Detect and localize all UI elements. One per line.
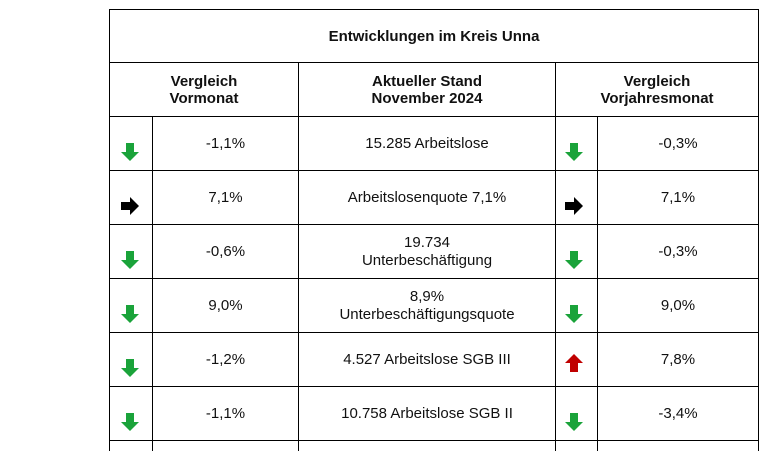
label-line: 10.758 Arbeitslose SGB II <box>341 405 513 422</box>
vormonat-value: -1,1% <box>205 405 246 422</box>
trend-down-icon <box>563 411 585 433</box>
label-line: 15.285 Arbeitslose <box>365 135 489 152</box>
header-vergleich-vorjahresmonat: Vergleich Vorjahresmonat <box>556 63 758 116</box>
trend-down-icon <box>119 141 141 163</box>
vormonat-value: 9,0% <box>208 297 243 314</box>
icon-column-divider <box>597 116 598 451</box>
current-stand-label: 8,9% Unterbeschäftigungsquote <box>299 279 555 332</box>
header-line: Vorjahresmonat <box>600 89 714 107</box>
label-line: 19.734 <box>404 234 450 251</box>
header-vergleich-vormonat: Vergleich Vormonat <box>110 63 298 116</box>
table-title: Entwicklungen im Kreis Unna <box>328 27 540 45</box>
current-stand-label: 4.527 Arbeitslose SGB III <box>299 333 555 386</box>
header-line: Vergleich <box>170 72 238 90</box>
vormonat-value: -1,2% <box>205 351 246 368</box>
trend-down-icon <box>563 141 585 163</box>
trend-up-icon <box>563 352 585 374</box>
vorjahresmonat-value: -0,3% <box>658 135 698 152</box>
trend-down-icon <box>563 303 585 325</box>
table-border-right <box>758 9 759 451</box>
row-divider <box>109 440 759 441</box>
table-border-top <box>109 9 759 10</box>
vorjahresmonat-value: 9,0% <box>660 297 696 314</box>
label-line: 4.527 Arbeitslose SGB III <box>343 351 511 368</box>
vormonat-value: -1,1% <box>205 135 246 152</box>
table-border-left <box>109 9 110 451</box>
vorjahresmonat-value: 7,1% <box>660 189 696 206</box>
current-stand-label: Arbeitslosenquote 7,1% <box>299 171 555 224</box>
vorjahresmonat-value: 7,8% <box>660 351 696 368</box>
column-divider <box>555 62 556 451</box>
vorjahresmonat-value: -3,4% <box>658 405 698 422</box>
header-line: Aktueller Stand <box>371 72 483 90</box>
label-line: Arbeitslosenquote 7,1% <box>347 189 507 206</box>
vorjahresmonat-value: -0,3% <box>658 243 698 260</box>
header-line: November 2024 <box>371 89 483 107</box>
title-divider <box>109 62 759 63</box>
icon-column-divider <box>152 116 153 451</box>
row-divider <box>109 332 759 333</box>
current-stand-label: 10.758 Arbeitslose SGB II <box>299 387 555 440</box>
row-divider <box>109 278 759 279</box>
row-divider <box>109 170 759 171</box>
vormonat-value: -0,6% <box>205 243 246 260</box>
row-divider <box>109 224 759 225</box>
current-stand-label: 15.285 Arbeitslose <box>299 117 555 170</box>
row-divider <box>109 386 759 387</box>
header-line: Vergleich <box>623 72 691 90</box>
trend-down-icon <box>119 411 141 433</box>
column-divider <box>298 62 299 451</box>
trend-down-icon <box>119 303 141 325</box>
header-divider <box>109 116 759 117</box>
trend-down-icon <box>119 249 141 271</box>
trend-down-icon <box>563 249 585 271</box>
header-line: Vormonat <box>169 89 239 107</box>
label-line: Unterbeschäftigung <box>361 252 493 269</box>
trend-flat-icon <box>119 195 141 217</box>
vormonat-value: 7,1% <box>208 189 243 206</box>
label-line: Unterbeschäftigungsquote <box>339 306 515 323</box>
label-line: 8,9% <box>409 288 445 305</box>
header-aktueller-stand: Aktueller Stand November 2024 <box>299 63 555 116</box>
current-stand-label: 19.734 Unterbeschäftigung <box>299 225 555 278</box>
trend-flat-icon <box>563 195 585 217</box>
trend-down-icon <box>119 357 141 379</box>
